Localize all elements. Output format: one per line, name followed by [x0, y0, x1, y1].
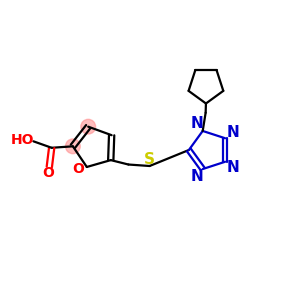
Text: N: N — [191, 169, 204, 184]
Text: N: N — [227, 160, 240, 175]
Text: O: O — [42, 167, 54, 180]
Text: S: S — [144, 152, 155, 167]
Text: N: N — [191, 116, 204, 131]
Text: HO: HO — [11, 133, 34, 147]
Text: O: O — [73, 162, 85, 176]
Circle shape — [65, 139, 80, 154]
Circle shape — [81, 119, 96, 134]
Text: N: N — [227, 125, 240, 140]
